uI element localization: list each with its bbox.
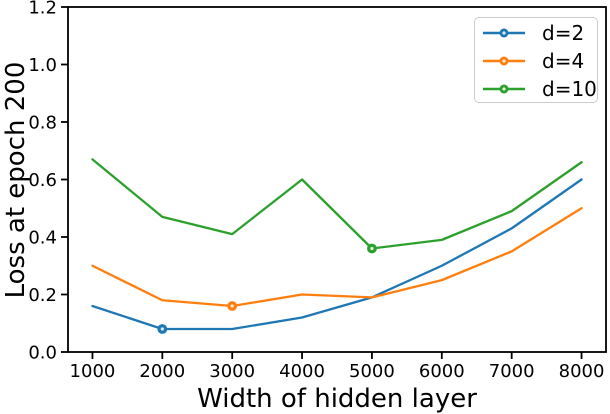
legend-label: d=2 [542,21,585,45]
data-marker-center [160,327,164,331]
x-tick-label: 2000 [139,361,185,382]
series-line-d10 [91,158,583,250]
x-axis-label: Width of hidden layer [197,384,477,414]
series-line-d2 [91,178,583,331]
legend-swatch-line-icon [483,28,525,38]
y-tick-label: 1.2 [28,0,57,19]
y-tick-label: 0.0 [28,343,57,364]
x-tick-label: 3000 [209,361,255,382]
legend-item-d4: d=4 [475,47,597,75]
legend-label: d=10 [542,77,597,101]
x-tick-label: 1000 [70,361,116,382]
x-tick-label: 7000 [489,361,535,382]
x-tick-label: 4000 [279,361,325,382]
legend-marker-center [502,31,506,35]
y-tick-label: 0.2 [28,285,57,306]
y-tick-label: 0.6 [28,170,57,191]
y-tick-label: 0.4 [28,228,57,249]
legend-marker-center [502,87,506,91]
legend-swatch-line-icon [483,56,525,66]
legend-marker-center [502,59,506,63]
data-marker-center [230,304,234,308]
y-tick-label: 1.0 [28,55,57,76]
series-line-d4 [91,207,583,308]
x-tick-label: 8000 [559,361,605,382]
data-marker-center [370,246,374,251]
legend-label: d=4 [542,49,585,73]
legend-item-d2: d=2 [475,19,597,47]
y-axis-label: Loss at epoch 200 [1,61,31,299]
legend-item-d10: d=10 [475,75,597,103]
legend: d=2 d=4 d=10 [474,17,598,103]
x-tick-label: 5000 [349,361,395,382]
x-tick-label: 6000 [419,361,465,382]
y-tick-label: 0.8 [28,113,57,134]
legend-swatch-line-icon [483,84,525,94]
